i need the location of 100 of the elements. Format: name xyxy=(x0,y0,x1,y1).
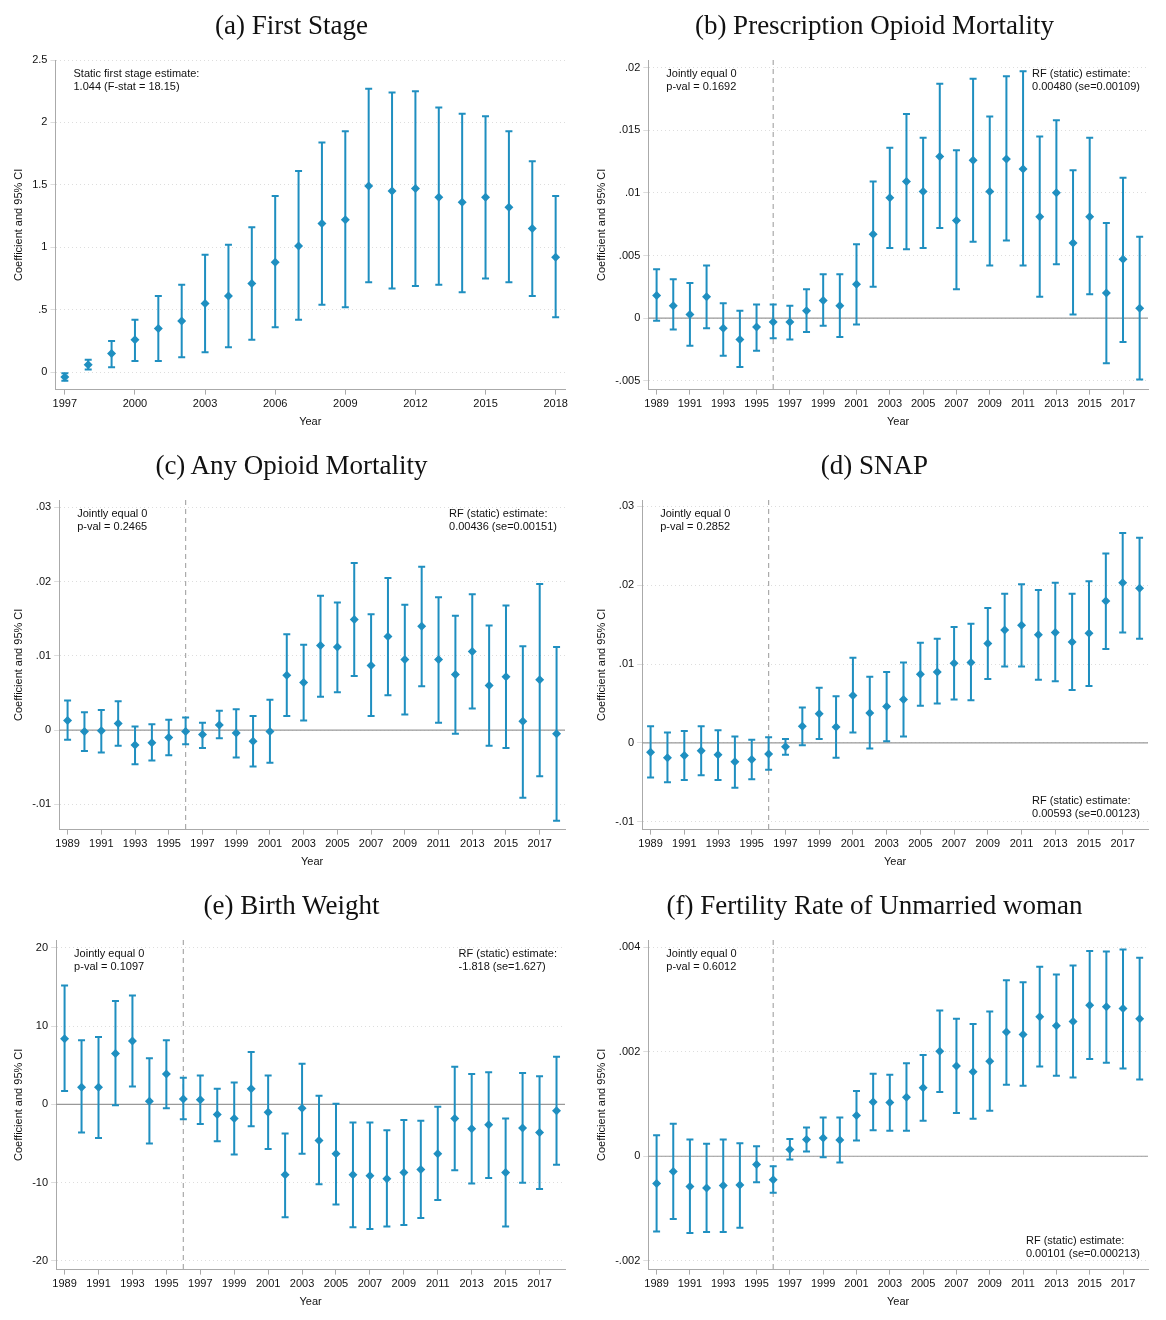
y-axis-title: Coefficient and 95% CI xyxy=(594,168,607,281)
point xyxy=(1051,188,1061,198)
point xyxy=(527,224,537,234)
point xyxy=(113,718,123,728)
x-axis-title: Year xyxy=(299,415,322,428)
y-tick-label: 1.5 xyxy=(32,177,48,190)
point xyxy=(1017,620,1027,630)
point xyxy=(246,1084,256,1094)
x-tick-label: 1993 xyxy=(122,837,148,850)
x-axis-title: Year xyxy=(299,1295,322,1308)
x-tick-label: 1991 xyxy=(89,837,114,850)
point xyxy=(818,1133,828,1143)
point xyxy=(696,746,706,756)
point xyxy=(60,1034,70,1044)
x-tick-label: 2003 xyxy=(291,837,316,850)
point xyxy=(918,187,928,197)
x-tick-label: 2007 xyxy=(357,1277,383,1290)
annotation: RF (static) estimate: 0.00480 (se=0.00109) xyxy=(1032,66,1140,92)
x-tick-label: 1995 xyxy=(156,837,181,850)
annotation: RF (static) estimate: 0.00593 (se=0.00123) xyxy=(1032,794,1140,820)
point xyxy=(1000,625,1010,635)
x-tick-label: 2018 xyxy=(543,397,568,410)
x-tick-label: 1995 xyxy=(154,1277,179,1290)
x-tick-label: 2015 xyxy=(493,1277,518,1290)
point xyxy=(1033,630,1043,640)
point xyxy=(802,306,812,316)
x-tick-label: 2015 xyxy=(493,837,519,850)
y-tick-label: 2 xyxy=(41,115,48,128)
point xyxy=(835,1135,845,1145)
point xyxy=(316,641,326,650)
point xyxy=(968,155,978,165)
x-tick-label: 2017 xyxy=(1110,397,1136,410)
point xyxy=(685,309,695,319)
point xyxy=(79,727,89,737)
y-tick-label: .02 xyxy=(618,578,635,591)
x-tick-label: 2009 xyxy=(391,1277,417,1290)
point xyxy=(1067,637,1077,647)
point xyxy=(835,301,845,311)
point xyxy=(935,152,945,161)
point xyxy=(450,1114,460,1123)
point xyxy=(178,1094,188,1104)
point xyxy=(985,187,995,197)
chart-title: (b) Prescription Opioid Mortality xyxy=(693,9,1056,42)
y-tick-label: .002 xyxy=(618,1044,641,1057)
point xyxy=(96,726,106,736)
y-tick-label: -.01 xyxy=(32,797,52,810)
y-tick-label: 0 xyxy=(45,723,52,736)
point xyxy=(949,658,959,668)
x-tick-label: 1991 xyxy=(86,1277,111,1290)
y-tick-label: 1 xyxy=(41,240,48,253)
y-axis-title: Coefficient and 95% CI xyxy=(594,608,607,721)
point xyxy=(702,292,712,302)
x-tick-label: 1993 xyxy=(710,1277,736,1290)
annotation: RF (static) estimate: 0.00436 (se=0.00151) xyxy=(449,506,557,532)
x-tick-label: 2013 xyxy=(460,837,485,850)
point xyxy=(177,316,187,326)
chart-title: (c) Any Opioid Mortality xyxy=(154,449,429,482)
x-tick-label: 1989 xyxy=(55,837,80,850)
point xyxy=(780,742,790,752)
annotation: Static first stage estimate: 1.044 (F-stat = 18.15) xyxy=(73,66,200,92)
point xyxy=(851,279,861,289)
x-tick-label: 1989 xyxy=(52,1277,77,1290)
x-tick-label: 2009 xyxy=(975,837,1001,850)
point xyxy=(223,291,233,301)
point xyxy=(951,215,961,225)
point xyxy=(662,753,672,763)
point xyxy=(551,252,561,262)
point xyxy=(730,757,740,767)
x-tick-label: 1999 xyxy=(810,1277,836,1290)
chart-title: (a) First Stage xyxy=(214,9,369,42)
point xyxy=(718,323,728,333)
point xyxy=(484,681,494,691)
point xyxy=(161,1069,171,1079)
y-tick-label: 20 xyxy=(35,940,49,953)
x-tick-label: 1997 xyxy=(773,837,798,850)
x-tick-label: 1989 xyxy=(638,837,663,850)
point xyxy=(229,1114,239,1123)
point xyxy=(107,348,117,358)
y-tick-label: .02 xyxy=(624,60,641,73)
x-tick-label: 1997 xyxy=(777,1277,803,1290)
point xyxy=(652,291,662,301)
x-tick-label: 1995 xyxy=(744,397,769,410)
x-tick-label: 2001 xyxy=(840,837,866,850)
x-tick-label: 1991 xyxy=(672,837,697,850)
point xyxy=(147,738,157,748)
x-tick-label: 2003 xyxy=(289,1277,315,1290)
point xyxy=(901,1092,911,1102)
point xyxy=(450,669,460,679)
y-axis-title: Coefficient and 95% CI xyxy=(11,1048,24,1161)
point xyxy=(865,708,875,718)
y-axis-title: Coefficient and 95% CI xyxy=(11,608,24,721)
x-tick-label: 2003 xyxy=(877,1277,903,1290)
point xyxy=(814,709,824,719)
x-tick-label: 2000 xyxy=(122,397,148,410)
point xyxy=(785,1144,795,1154)
point xyxy=(416,1164,426,1174)
x-tick-label: 2003 xyxy=(192,397,218,410)
point xyxy=(752,1160,762,1170)
point xyxy=(1001,1027,1011,1037)
point xyxy=(702,1183,712,1193)
